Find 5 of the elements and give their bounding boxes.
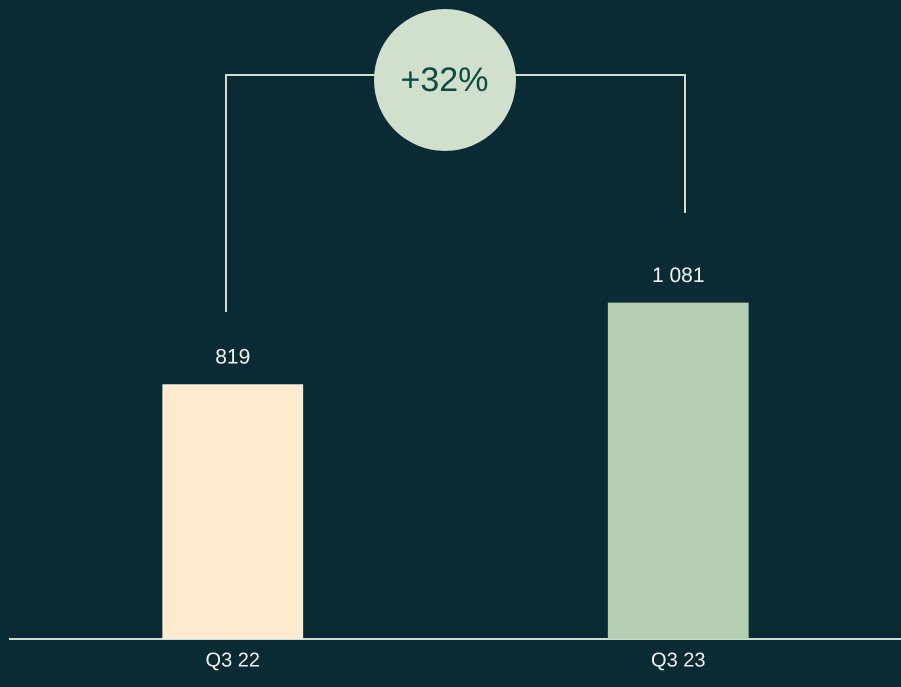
x-tick-label: Q3 22 (206, 650, 260, 672)
data-label: 819 (215, 345, 250, 368)
text: +32% (374, 9, 516, 151)
x-tick-label: Q3 23 (651, 650, 706, 672)
data-label: 1 081 (652, 264, 705, 287)
